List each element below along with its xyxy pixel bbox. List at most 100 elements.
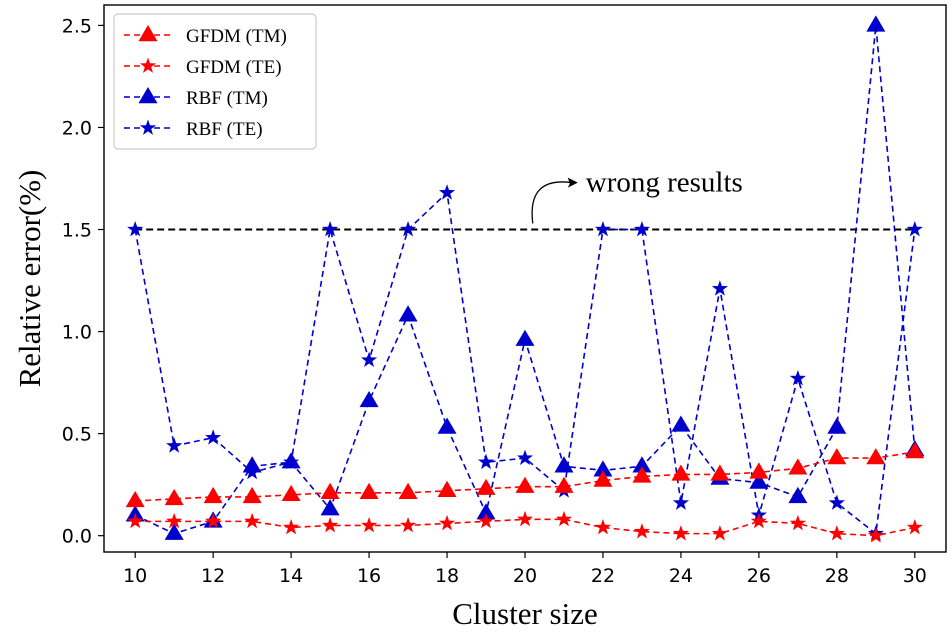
legend-label-gfdm-tm: GFDM (TM) (186, 26, 287, 47)
point-gfdm-te-24 (672, 525, 690, 541)
point-rbf-tm-27 (788, 486, 808, 504)
series-gfdm-te (127, 510, 923, 543)
point-gfdm-te-29 (867, 527, 884, 543)
point-gfdm-tm-28 (827, 448, 847, 465)
annotation-arrowhead (567, 177, 578, 188)
point-rbf-te-24 (672, 494, 690, 510)
point-gfdm-te-14 (283, 519, 300, 535)
point-rbf-tm-29 (866, 15, 886, 32)
y-tick-label-2: 2.0 (62, 117, 92, 139)
point-rbf-tm-16 (359, 390, 379, 408)
x-tick-label-24: 24 (669, 565, 693, 587)
legend-marker-gfdm-tm (138, 25, 158, 42)
point-rbf-te-10 (127, 221, 144, 237)
annotation-wrong-results: wrong results (586, 167, 743, 199)
point-rbf-te-16 (360, 351, 378, 368)
point-rbf-tm-18 (437, 417, 457, 434)
point-gfdm-tm-27 (788, 458, 808, 475)
point-gfdm-te-16 (360, 516, 378, 533)
x-tick-label-16: 16 (357, 565, 381, 587)
y-tick-label-1: 1.0 (62, 322, 92, 344)
point-rbf-tm-24 (671, 415, 691, 432)
point-rbf-te-30 (906, 221, 923, 237)
y-axis-title: Relative error(%) (12, 170, 47, 388)
point-rbf-tm-23 (632, 456, 652, 473)
point-rbf-tm-21 (554, 456, 574, 473)
point-gfdm-tm-13 (242, 486, 262, 504)
x-tick-label-28: 28 (825, 565, 849, 587)
point-gfdm-tm-29 (866, 448, 886, 465)
point-gfdm-tm-30 (905, 441, 925, 459)
point-rbf-tm-28 (827, 417, 847, 434)
point-gfdm-tm-23 (632, 466, 652, 483)
point-rbf-tm-15 (320, 499, 340, 516)
y-tick-label-2.5: 2.5 (62, 15, 92, 37)
point-gfdm-te-26 (750, 512, 767, 529)
x-tick-label-30: 30 (903, 565, 927, 587)
point-gfdm-tm-10 (125, 490, 145, 508)
point-gfdm-tm-12 (203, 486, 223, 504)
point-gfdm-te-28 (828, 525, 845, 541)
point-gfdm-te-17 (399, 516, 417, 533)
point-rbf-te-23 (633, 221, 651, 237)
legend-label-gfdm-te: GFDM (TE) (186, 57, 282, 78)
point-rbf-te-13 (244, 463, 261, 480)
point-rbf-te-27 (789, 370, 806, 386)
x-tick-label-10: 10 (123, 565, 147, 587)
annotation-arrow (531, 181, 572, 224)
x-tick-label-26: 26 (747, 565, 771, 587)
point-gfdm-tm-22 (593, 470, 613, 487)
point-gfdm-tm-16 (359, 482, 379, 500)
legend-marker-rbf-te (139, 119, 157, 135)
point-gfdm-te-27 (789, 514, 806, 531)
point-rbf-tm-20 (515, 329, 535, 346)
plot-content (125, 15, 925, 543)
point-rbf-te-20 (516, 449, 534, 465)
x-tick-label-22: 22 (591, 565, 615, 587)
point-rbf-te-25 (711, 280, 728, 296)
point-rbf-te-28 (828, 494, 845, 510)
point-gfdm-te-18 (438, 514, 456, 531)
point-gfdm-tm-17 (398, 482, 418, 500)
point-gfdm-te-19 (477, 512, 495, 529)
point-rbf-tm-17 (398, 305, 418, 322)
point-rbf-te-14 (283, 453, 300, 470)
point-rbf-tm-11 (164, 523, 184, 540)
x-tick-label-18: 18 (435, 565, 459, 587)
x-tick-label-20: 20 (513, 565, 537, 587)
y-tick-label-0.5: 0.5 (62, 424, 92, 446)
point-gfdm-te-25 (711, 525, 728, 541)
point-gfdm-te-12 (205, 512, 222, 529)
point-gfdm-te-30 (906, 519, 923, 535)
point-rbf-tm-19 (476, 503, 496, 520)
point-gfdm-tm-20 (515, 476, 535, 493)
series-gfdm-tm (125, 441, 925, 508)
y-tick-label-1.5: 1.5 (62, 220, 92, 242)
legend-label-rbf-tm: RBF (TM) (186, 88, 268, 109)
point-gfdm-tm-24 (671, 464, 691, 481)
point-gfdm-tm-14 (281, 484, 301, 502)
point-rbf-te-12 (205, 429, 222, 445)
point-rbf-te-19 (477, 453, 495, 470)
x-tick-label-14: 14 (279, 565, 303, 587)
point-rbf-te-22 (594, 221, 612, 237)
point-gfdm-te-13 (244, 512, 261, 529)
point-rbf-te-17 (399, 221, 417, 237)
x-tick-label-12: 12 (201, 565, 225, 587)
point-gfdm-tm-26 (749, 462, 769, 479)
point-gfdm-te-22 (594, 519, 612, 535)
point-gfdm-te-11 (166, 512, 183, 529)
legend-label-rbf-te: RBF (TE) (186, 119, 263, 140)
point-rbf-tm-22 (593, 460, 613, 477)
point-rbf-te-18 (438, 184, 456, 200)
y-tick-label-0: 0.0 (62, 526, 92, 548)
point-rbf-te-15 (322, 221, 339, 237)
axis-ticks: 10 12 14 16 18 20 22 24 26 28 30 0.0 0.5 1.0 1.5 2.0 2.5 (62, 15, 927, 587)
legend-marker-gfdm-te (139, 57, 157, 73)
x-axis-title: Cluster size (452, 596, 598, 631)
point-gfdm-tm-25 (710, 464, 730, 481)
point-gfdm-te-23 (633, 523, 651, 539)
point-gfdm-tm-18 (437, 480, 457, 497)
legend-box (113, 13, 317, 150)
